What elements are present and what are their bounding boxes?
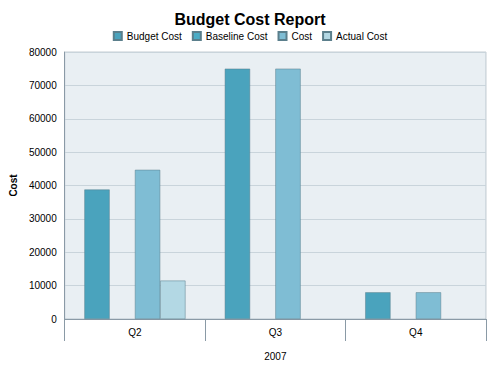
svg-text:80000: 80000: [29, 47, 57, 58]
svg-text:Q2: Q2: [128, 327, 142, 338]
svg-text:20000: 20000: [29, 247, 57, 258]
svg-text:Actual Cost: Actual Cost: [336, 31, 387, 42]
svg-text:Cost: Cost: [292, 31, 313, 42]
svg-text:10000: 10000: [29, 280, 57, 291]
svg-text:70000: 70000: [29, 80, 57, 91]
svg-text:Budget Cost: Budget Cost: [127, 31, 182, 42]
svg-text:30000: 30000: [29, 213, 57, 224]
svg-text:Budget Cost Report: Budget Cost Report: [174, 11, 326, 28]
svg-text:0: 0: [51, 314, 57, 325]
svg-text:60000: 60000: [29, 113, 57, 124]
svg-text:50000: 50000: [29, 147, 57, 158]
svg-text:Baseline Cost: Baseline Cost: [206, 31, 268, 42]
svg-text:Cost: Cost: [8, 174, 19, 197]
svg-text:40000: 40000: [29, 180, 57, 191]
svg-text:Q4: Q4: [409, 327, 423, 338]
svg-text:Q3: Q3: [269, 327, 283, 338]
svg-text:2007: 2007: [264, 351, 287, 362]
